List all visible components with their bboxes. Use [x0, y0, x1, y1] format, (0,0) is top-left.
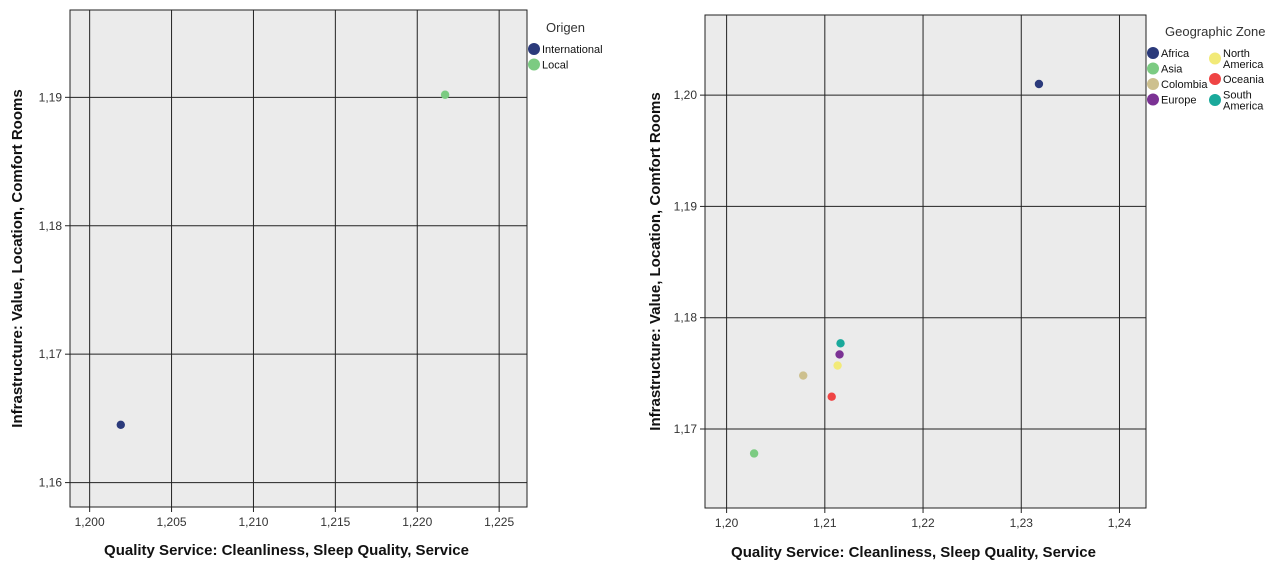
y-tick-label: 1,16 — [39, 476, 63, 490]
legend-marker-north-america — [1209, 52, 1221, 65]
legend-marker-africa — [1147, 47, 1159, 59]
x-tick-label: 1,225 — [484, 515, 514, 529]
legend: Origen International Local — [528, 20, 603, 72]
y-tick-label: 1,17 — [674, 422, 698, 436]
legend-label-north-america: America — [1223, 59, 1264, 71]
legend-marker-europe — [1147, 93, 1159, 106]
y-tick-label: 1,19 — [39, 90, 63, 104]
point-north-america — [833, 361, 842, 370]
y-tick-label: 1,19 — [674, 199, 698, 213]
x-tick-label: 1,215 — [320, 515, 350, 529]
legend-label-colombia: Colombia — [1161, 79, 1208, 91]
legend-label-local: Local — [542, 60, 568, 72]
plot-area — [704, 14, 1147, 509]
x-tick-label: 1,220 — [402, 515, 432, 529]
x-tick-label: 1,24 — [1108, 516, 1132, 530]
y-axis-title: Infrastructure: Value, Location, Comfort… — [9, 89, 26, 427]
point-oceania — [827, 392, 836, 401]
x-tick-label: 1,20 — [715, 516, 739, 530]
scatter-chart-geographic-zone: 1,20 1,21 1,22 1,23 1,24 1,17 1,18 1,19 1,20 Qual… — [647, 14, 1265, 561]
point-europe — [835, 350, 844, 359]
y-axis-title: Infrastructure: Value, Location, Comfort… — [647, 92, 664, 430]
legend-label-north-america: North — [1223, 48, 1250, 60]
x-tick-label: 1,22 — [911, 516, 935, 530]
point-colombia — [799, 371, 808, 380]
y-tick-label: 1,20 — [674, 88, 698, 102]
x-tick-label: 1,205 — [157, 515, 187, 529]
y-tick-label: 1,17 — [39, 347, 63, 361]
point-asia — [749, 449, 759, 458]
plot-area — [69, 9, 528, 508]
point-south-america — [836, 339, 845, 348]
legend-label-africa: Africa — [1161, 48, 1190, 60]
y-tick-label: 1,18 — [39, 219, 63, 233]
legend-marker-local — [528, 58, 540, 71]
point-local — [440, 90, 450, 99]
scatter-chart-origen: 1,200 1,205 1,210 1,215 1,220 1,225 1,16 1,17 1,… — [9, 9, 603, 559]
y-tick-label: 1,18 — [674, 311, 698, 325]
legend-title: Origen — [546, 20, 585, 35]
legend-marker-asia — [1147, 62, 1159, 75]
legend-marker-south-america — [1209, 93, 1221, 106]
x-axis-title: Quality Service: Cleanliness, Sleep Qual… — [104, 542, 469, 559]
legend: Geographic Zone Africa Asia Colombia Europe N… — [1147, 24, 1265, 112]
legend-marker-oceania — [1209, 72, 1221, 85]
x-tick-label: 1,23 — [1010, 516, 1034, 530]
legend-title: Geographic Zone — [1165, 24, 1265, 39]
legend-label-south-america: South — [1223, 89, 1252, 101]
legend-marker-colombia — [1147, 78, 1159, 90]
point-africa — [1034, 79, 1044, 89]
x-axis-title: Quality Service: Cleanliness, Sleep Qual… — [731, 544, 1096, 561]
legend-label-asia: Asia — [1161, 64, 1183, 76]
legend-label-international: International — [542, 44, 603, 56]
x-tick-label: 1,200 — [75, 515, 105, 529]
x-tick-label: 1,21 — [813, 516, 837, 530]
x-tick-label: 1,210 — [238, 515, 268, 529]
legend-marker-international — [528, 43, 540, 55]
point-international — [116, 420, 125, 430]
legend-label-europe: Europe — [1161, 95, 1196, 107]
legend-label-south-america: America — [1223, 100, 1264, 112]
legend-label-oceania: Oceania — [1223, 74, 1265, 86]
